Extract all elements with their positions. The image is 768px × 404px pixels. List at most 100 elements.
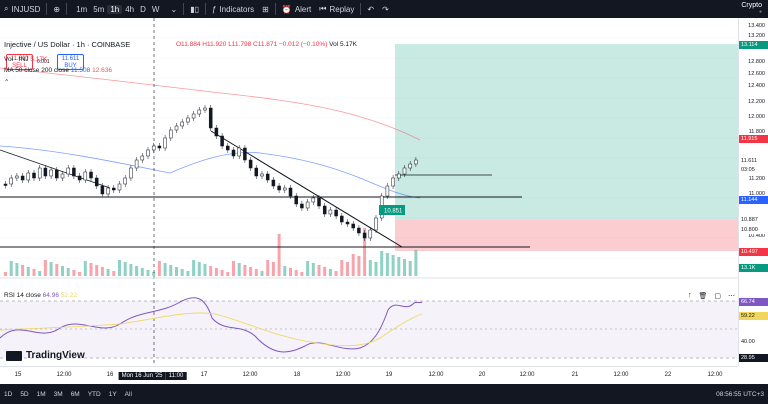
range-1d[interactable]: 1D <box>4 390 13 398</box>
timeframe-d[interactable]: D <box>140 4 146 14</box>
chart-pane[interactable]: 10.851 Injective / US Dollar · 1h · COIN… <box>0 18 738 366</box>
volume-bars <box>4 228 418 276</box>
range-1m[interactable]: 1M <box>36 390 46 398</box>
range-ytd[interactable]: YTD <box>87 390 101 398</box>
buy-price: 11.611 <box>61 56 80 62</box>
arrow-up-icon[interactable]: ↑ <box>688 292 692 299</box>
left-trend-line[interactable] <box>0 149 111 189</box>
time-label: 12:00 <box>613 372 629 378</box>
symbol-search[interactable]: ⌕ INJUSD <box>0 0 44 18</box>
candle-body <box>117 183 122 191</box>
candle-body <box>414 159 418 165</box>
time-axis[interactable]: 15 12:00 16 Mon 16 Jun '25 11:00 17 12:00 18 12:… <box>0 366 738 384</box>
volume-bar <box>397 257 401 276</box>
utc-clock[interactable]: 08:56:55 UTC+3 <box>716 390 764 398</box>
volume-bar <box>32 269 36 276</box>
high-value: H11.920 <box>202 41 227 48</box>
long-position-stop-zone[interactable] <box>395 220 738 251</box>
volume-bar <box>180 269 184 276</box>
toolbar-divider <box>205 3 206 15</box>
trash-icon[interactable]: 🗑 <box>698 293 708 300</box>
timeframe-5m[interactable]: 5m <box>93 4 105 14</box>
candle-body <box>9 177 13 185</box>
rsi-legend[interactable]: RSI 14 close 64.96 52.22 <box>4 292 77 299</box>
candle-body <box>180 121 184 127</box>
long-position-profit-zone[interactable] <box>395 44 738 220</box>
volume-value: Vol 5.17K <box>329 41 357 48</box>
volume-bar <box>220 270 224 276</box>
price-tick: 11.000 <box>748 191 765 197</box>
collapse-legend-button[interactable]: ⌃ <box>4 78 9 86</box>
volume-bar <box>15 263 19 276</box>
candle-body <box>271 179 276 187</box>
price-chart[interactable]: 10.851 <box>0 18 738 366</box>
candle-body <box>351 223 355 229</box>
price-tag: 03:05 <box>739 166 768 174</box>
range-3m[interactable]: 3M <box>53 390 63 398</box>
candle-body <box>288 187 293 197</box>
volume-indicator-legend[interactable]: Vol · INJ 5.17K <box>4 56 47 63</box>
price-axis[interactable]: 13.40013.20013.00012.80012.60012.40012.2… <box>738 18 768 366</box>
candle-body <box>89 171 93 179</box>
volume-bar <box>129 264 133 276</box>
volume-bar <box>186 271 190 276</box>
volume-bar <box>249 267 253 276</box>
timeframe-1m[interactable]: 1m <box>76 4 88 14</box>
timeframe-w[interactable]: W <box>151 4 160 14</box>
candle-body <box>55 169 59 179</box>
indicators-button[interactable]: ƒ Indicators <box>208 0 258 18</box>
undo-button[interactable]: ↶ <box>363 0 378 18</box>
templates-button[interactable]: ⊞ <box>258 0 273 18</box>
replay-button[interactable]: ⏮ Replay <box>315 0 358 18</box>
more-icon[interactable]: ⋯ <box>728 293 736 300</box>
entry-box[interactable] <box>379 205 405 215</box>
candle-body <box>66 167 70 175</box>
ma-indicator-legend[interactable]: MA 50 close 200 close 11.508 12.636 <box>4 67 112 74</box>
candle-body <box>77 175 82 181</box>
pane-controls: ↑ 🗑 ▢ ⋯ <box>688 292 735 300</box>
time-label: 19 <box>385 372 393 378</box>
undo-icon: ↶ <box>367 4 375 14</box>
candle-body <box>197 109 202 115</box>
timeframe-dropdown[interactable]: ⌄ <box>166 0 181 18</box>
candle-body <box>402 167 407 175</box>
volume-bar <box>203 264 207 276</box>
candle-body <box>237 147 241 157</box>
grid-lines <box>0 37 738 259</box>
buy-button[interactable]: 11.611 BUY <box>57 54 84 70</box>
volume-bar <box>61 266 64 276</box>
volume-bar <box>214 268 218 276</box>
price-tick: 11.800 <box>748 129 765 135</box>
candle-body <box>226 145 230 151</box>
alert-button[interactable]: ⏰ Alert <box>278 0 315 18</box>
tradingview-logo[interactable]: TradingView <box>6 350 85 361</box>
volume-bar <box>83 261 87 276</box>
volume-bar <box>72 270 76 276</box>
sell-button[interactable]: 11.610 SELL <box>6 54 33 70</box>
time-label: 21 <box>571 372 579 378</box>
chart-type-button[interactable]: ▮▯ <box>186 0 203 18</box>
candle-body <box>248 159 253 169</box>
range-6m[interactable]: 6M <box>70 390 80 398</box>
entry-box-label: 10.851 <box>384 209 403 215</box>
candle-body <box>157 145 162 149</box>
candle-body <box>112 187 116 191</box>
candle-body <box>94 177 99 187</box>
range-1y[interactable]: 1Y <box>108 390 117 398</box>
ma50-line <box>0 145 421 199</box>
volume-bar <box>9 261 13 276</box>
maximize-icon[interactable]: ▢ <box>714 293 722 300</box>
redo-button[interactable]: ↷ <box>378 0 393 18</box>
toolbar-divider <box>46 3 48 15</box>
add-symbol-button[interactable]: ⊕ <box>49 0 64 18</box>
range-all[interactable]: All <box>124 390 132 398</box>
range-5d[interactable]: 5D <box>20 390 29 398</box>
time-label: 15 <box>14 372 22 378</box>
price-tag: 13.114 <box>739 41 768 49</box>
price-tick: 12.200 <box>748 99 765 105</box>
timeframe-4h[interactable]: 4h <box>125 4 135 14</box>
volume-bar <box>112 271 116 276</box>
price-tick: 12.600 <box>748 71 765 77</box>
timeframe-1h[interactable]: 1h <box>107 4 123 14</box>
price-tag: 11.144 <box>739 196 768 204</box>
